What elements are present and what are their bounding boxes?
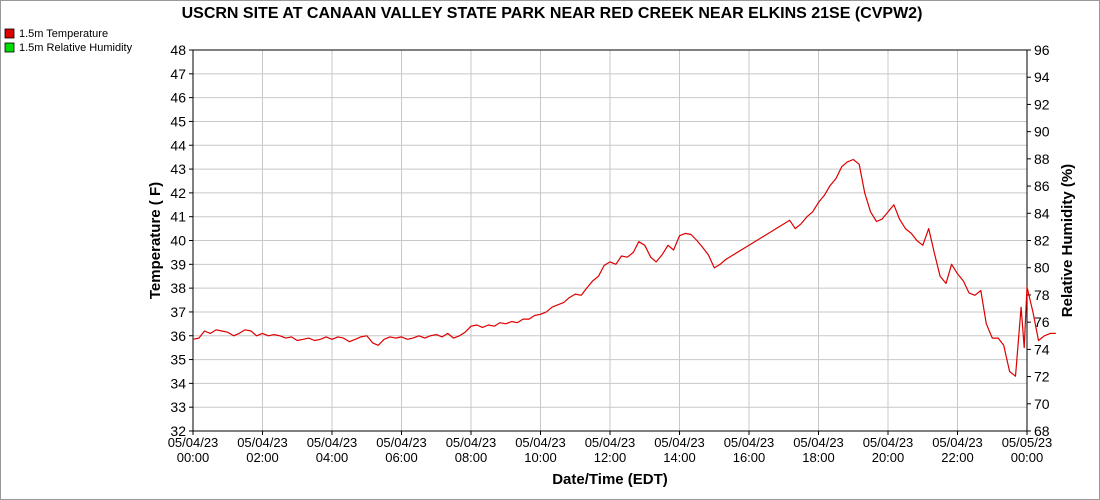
legend: 1.5m Temperature 1.5m Relative Humidity (4, 28, 133, 54)
x-tick-date: 05/04/23 (168, 435, 219, 450)
y-tick-label: 47 (170, 66, 186, 82)
y-tick-label: 48 (170, 42, 186, 58)
y2-tick-label: 92 (1034, 96, 1050, 112)
legend-entry-temperature: 1.5m Temperature (4, 28, 108, 40)
y-axis-left-title: Temperature ( F) (147, 182, 164, 299)
x-tick-time: 00:00 (1011, 450, 1044, 465)
y-tick-label: 37 (170, 304, 186, 320)
y-tick-label: 42 (170, 185, 186, 201)
y2-tick-label: 78 (1034, 287, 1050, 303)
y2-tick-label: 70 (1034, 396, 1050, 412)
y2-tick-label: 94 (1034, 69, 1050, 85)
x-tick-time: 16:00 (733, 450, 766, 465)
y-tick-label: 45 (170, 113, 186, 129)
x-tick-date: 05/04/23 (307, 435, 358, 450)
y-tick-label: 41 (170, 209, 186, 225)
x-tick-date: 05/04/23 (446, 435, 497, 450)
x-tick-date: 05/04/23 (376, 435, 427, 450)
y-tick-label: 38 (170, 280, 186, 296)
x-axis: 05/04/2300:0005/04/2302:0005/04/2304:000… (168, 431, 1053, 465)
series-line-temperature (192, 158, 1056, 377)
x-tick-time: 10:00 (524, 450, 557, 465)
y-axis-left: 32 33 34 35 36 37 38 39 40 41 42 43 44 45 46 47 48 (170, 42, 193, 439)
y2-tick-label: 86 (1034, 178, 1050, 194)
y-tick-label: 44 (170, 137, 186, 153)
legend-entry-humidity: 1.5m Relative Humidity (4, 42, 133, 54)
x-tick-time: 02:00 (246, 450, 279, 465)
x-tick-time: 22:00 (941, 450, 974, 465)
y-axis-right-title: Relative Humidity (%) (1059, 164, 1076, 317)
legend-label-humidity: 1.5m Relative Humidity (19, 42, 133, 54)
y2-tick-label: 80 (1034, 260, 1050, 276)
y2-tick-label: 84 (1034, 205, 1050, 221)
y-tick-label: 40 (170, 233, 186, 249)
x-tick-date: 05/04/23 (654, 435, 705, 450)
y-tick-label: 32 (170, 423, 186, 439)
x-tick-date: 05/04/23 (515, 435, 566, 450)
legend-swatch-humidity (4, 42, 15, 53)
x-tick-time: 18:00 (802, 450, 835, 465)
y2-tick-label: 72 (1034, 369, 1050, 385)
y2-tick-label: 74 (1034, 341, 1050, 357)
y2-tick-label: 68 (1034, 423, 1050, 439)
x-tick-time: 04:00 (316, 450, 349, 465)
y2-tick-label: 88 (1034, 151, 1050, 167)
x-tick-date: 05/04/23 (585, 435, 636, 450)
x-tick-time: 12:00 (594, 450, 627, 465)
x-tick-date: 05/04/23 (237, 435, 288, 450)
x-tick-date: 05/04/23 (793, 435, 844, 450)
x-tick-time: 08:00 (455, 450, 488, 465)
x-tick-date: 05/05/23 (1002, 435, 1053, 450)
x-tick-time: 00:00 (177, 450, 210, 465)
x-tick-date: 05/04/23 (724, 435, 775, 450)
y-tick-label: 36 (170, 328, 186, 344)
x-axis-title: Date/Time (EDT) (552, 471, 668, 488)
y-tick-label: 46 (170, 90, 186, 106)
series-layer (192, 158, 1056, 377)
legend-swatch-temperature (4, 28, 15, 39)
y-tick-label: 35 (170, 352, 186, 368)
y2-tick-label: 76 (1034, 314, 1050, 330)
y2-tick-label: 90 (1034, 124, 1050, 140)
y-tick-label: 43 (170, 161, 186, 177)
y-tick-label: 33 (170, 399, 186, 415)
y2-tick-label: 96 (1034, 42, 1050, 58)
y-tick-label: 39 (170, 256, 186, 272)
x-tick-time: 20:00 (872, 450, 905, 465)
y-tick-label: 34 (170, 375, 186, 391)
x-tick-time: 14:00 (663, 450, 696, 465)
y2-tick-label: 82 (1034, 233, 1050, 249)
y-axis-right: 68 70 72 74 76 78 80 82 84 86 88 90 92 94 96 (1027, 42, 1050, 439)
legend-label-temperature: 1.5m Temperature (19, 28, 108, 40)
x-tick-date: 05/04/23 (863, 435, 914, 450)
x-tick-date: 05/04/23 (932, 435, 983, 450)
chart-title: USCRN SITE AT CANAAN VALLEY STATE PARK N… (182, 5, 923, 22)
x-tick-time: 06:00 (385, 450, 418, 465)
